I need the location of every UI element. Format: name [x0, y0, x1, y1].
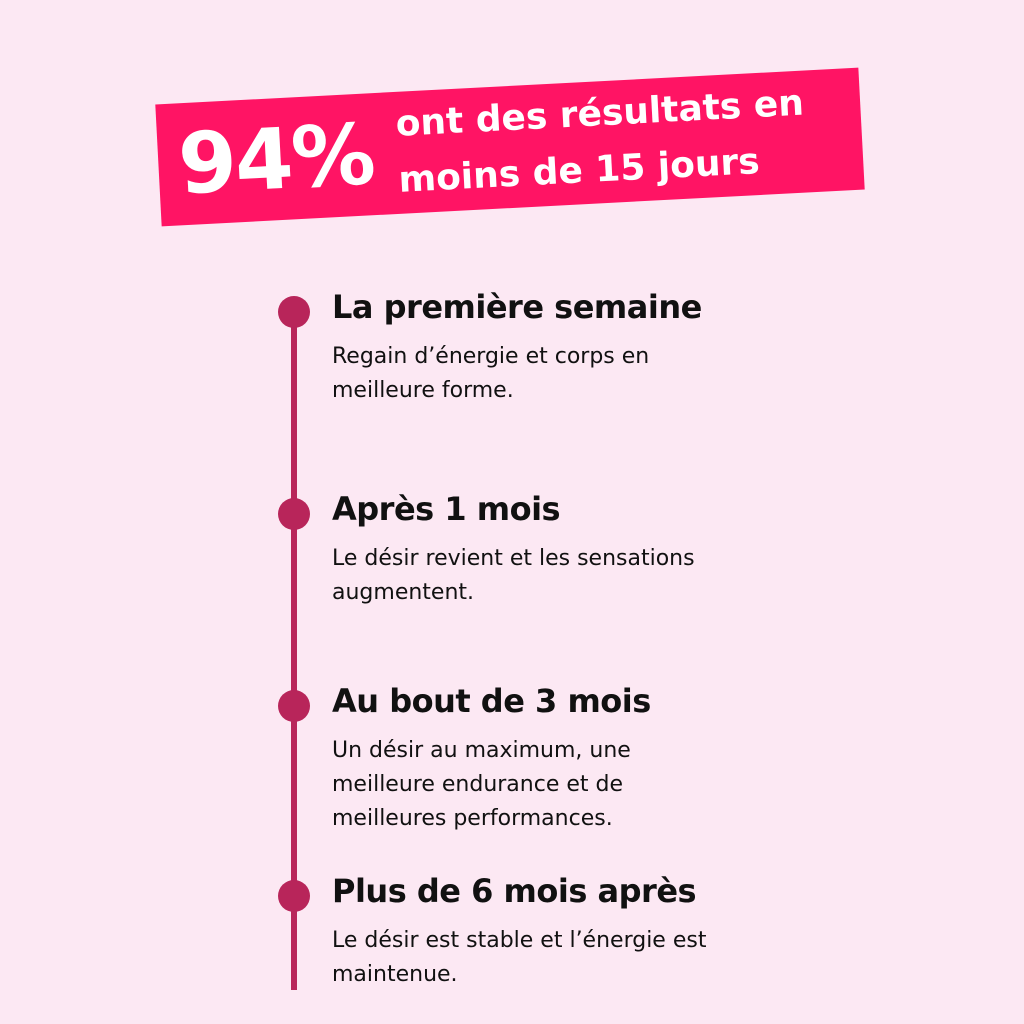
description-line: meilleure forme. [332, 378, 514, 403]
description-line: Un désir au maximum, une [332, 738, 631, 763]
timeline-dot [278, 690, 310, 722]
timeline-item: Après 1 mois Le désir revient et les sens… [332, 490, 695, 610]
item-description: Regain d’énergie et corps en meilleure fo… [332, 340, 702, 408]
description-line: maintenue. [332, 962, 458, 987]
timeline-dot [278, 880, 310, 912]
banner-stat: 94% [175, 105, 376, 214]
banner-text: ont des résultats en moins de 15 jours [394, 76, 808, 209]
description-line: Le désir est stable et l’énergie est [332, 928, 707, 953]
item-title: Au bout de 3 mois [332, 682, 651, 720]
timeline-item: Au bout de 3 mois Un désir au maximum, un… [332, 682, 651, 836]
description-line: meilleures performances. [332, 806, 613, 831]
timeline-item: La première semaine Regain d’énergie et c… [332, 288, 702, 408]
timeline-item: Plus de 6 mois après Le désir est stable … [332, 872, 706, 992]
description-line: meilleure endurance et de [332, 772, 624, 797]
item-title: Plus de 6 mois après [332, 872, 697, 910]
timeline-line [291, 312, 297, 990]
description-line: Le désir revient et les sensations [332, 546, 695, 571]
timeline-dot [278, 296, 310, 328]
description-line: Regain d’énergie et corps en [332, 344, 650, 369]
item-title: La première semaine [332, 288, 702, 326]
item-title: Après 1 mois [332, 490, 561, 528]
item-description: Un désir au maximum, une meilleure endura… [332, 734, 651, 836]
timeline-dot [278, 498, 310, 530]
description-line: augmentent. [332, 580, 475, 605]
banner: 94% ont des résultats en moins de 15 jou… [155, 67, 865, 227]
item-description: Le désir est stable et l’énergie est main… [332, 924, 706, 992]
item-description: Le désir revient et les sensations augmen… [332, 542, 695, 610]
